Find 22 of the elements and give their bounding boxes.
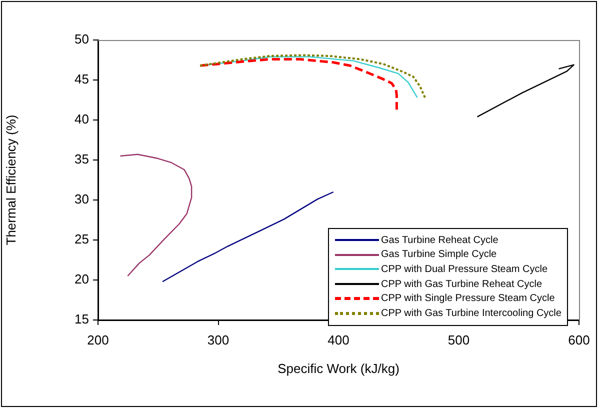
x-axis-title: Specific Work (kJ/kg) xyxy=(278,360,400,376)
x-tick-label: 300 xyxy=(207,332,230,348)
x-tick-label: 200 xyxy=(87,332,109,348)
y-tick-label: 35 xyxy=(74,152,89,167)
legend-label: Gas Turbine Simple Cycle xyxy=(381,249,497,260)
y-tick-label: 25 xyxy=(74,232,89,247)
x-tick-label: 600 xyxy=(568,332,590,348)
y-tick-label: 40 xyxy=(74,112,89,127)
y-tick-label: 30 xyxy=(74,192,89,207)
legend-label: Gas Turbine Reheat Cycle xyxy=(381,234,498,246)
y-tick-label: 45 xyxy=(74,72,89,87)
legend-label: CPP with Dual Pressure Steam Cycle xyxy=(381,264,548,275)
y-tick-label: 15 xyxy=(74,312,89,327)
legend-label: CPP with Gas Turbine Intercooling Cycle xyxy=(381,308,562,319)
x-tick-label: 500 xyxy=(448,332,470,348)
line-series xyxy=(198,58,398,111)
x-tick-label: 400 xyxy=(328,332,350,348)
y-axis-title: Thermal Efficiency (%) xyxy=(3,114,18,246)
y-tick-label: 20 xyxy=(74,272,89,287)
legend-label: CPP with Gas Turbine Reheat Cycle xyxy=(381,278,542,290)
y-tick-label: 50 xyxy=(74,32,89,47)
legend-label: CPP with Single Pressure Steam Cycle xyxy=(381,293,555,304)
